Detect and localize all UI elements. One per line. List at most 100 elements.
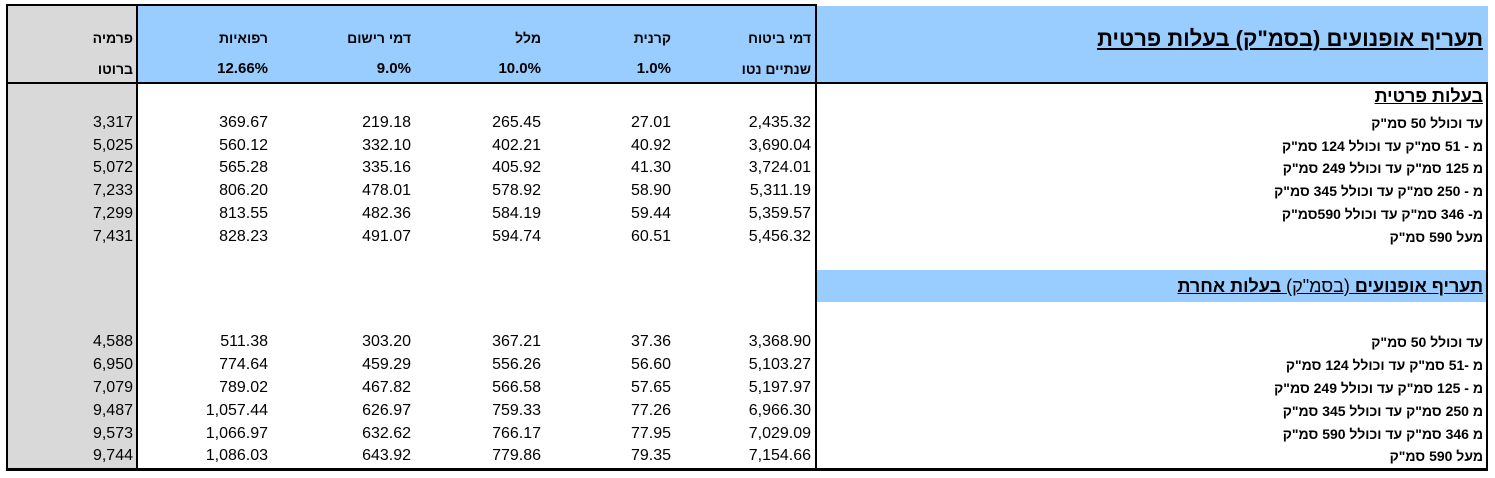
row-label: מ -51 סמ"ק עד וכולל 124 סמ"ק [1285, 357, 1483, 373]
header-keren-2: 1.0% [636, 60, 671, 77]
malal-cell: 759.33 [492, 402, 541, 419]
header-bituach-1: דמי ביטוח [748, 30, 811, 46]
premia-right-border [136, 4, 138, 470]
row-label: מ 125 סמ"ק עד וכולל 249 סמ"ק [1282, 160, 1483, 176]
header-refuot-2: 12.66% [217, 60, 268, 77]
keren-cell: 77.95 [630, 425, 671, 442]
header-premia-2: ברוטו [97, 61, 133, 77]
keren-cell: 40.92 [630, 137, 671, 154]
top-border [6, 4, 817, 6]
bituach-cell: 5,197.97 [748, 379, 811, 396]
keren-cell: 41.30 [630, 159, 671, 176]
refuot-cell: 511.38 [220, 333, 268, 350]
keren-cell: 27.01 [630, 114, 671, 131]
bituach-cell: 5,359.57 [748, 205, 811, 222]
header-malal-2: 10.0% [498, 60, 541, 77]
malal-cell: 556.26 [492, 356, 541, 373]
refuot-cell: 806.20 [219, 182, 268, 199]
premia-cell: 7,079 [92, 379, 133, 396]
table-right-border [815, 4, 817, 470]
title-other-part2: (בסמ"ק) [1286, 276, 1350, 296]
header-bottom-border [6, 82, 1488, 84]
header-rishum-1: דמי רישום [347, 30, 411, 46]
row-label: מעל 590 סמ"ק [1389, 229, 1483, 245]
row-label: מ 346 סמ"ק עד וכולל 590 סמ"ק [1282, 426, 1483, 442]
rishum-cell: 482.36 [362, 205, 411, 222]
keren-cell: 59.44 [630, 205, 671, 222]
rishum-cell: 626.97 [362, 402, 411, 419]
premia-cell: 7,431 [92, 228, 133, 245]
refuot-cell: 1,086.03 [205, 447, 268, 464]
premia-cell: 9,744 [92, 447, 133, 464]
premia-cell: 3,317 [92, 114, 133, 131]
refuot-cell: 369.67 [219, 114, 268, 131]
bituach-cell: 7,154.66 [748, 447, 811, 464]
header-keren-1: קרנית [633, 30, 671, 46]
keren-cell: 57.65 [630, 379, 671, 396]
rishum-cell: 303.20 [362, 333, 411, 350]
row-label: עד וכולל 50 סמ"ק [1371, 334, 1483, 350]
bituach-cell: 5,103.27 [748, 356, 811, 373]
malal-cell: 766.17 [492, 425, 541, 442]
premia-cell: 5,072 [92, 159, 133, 176]
header-premia-1: פרמיה [92, 30, 133, 46]
rishum-cell: 219.18 [362, 114, 411, 131]
premia-cell: 5,025 [92, 137, 133, 154]
rishum-cell: 491.07 [362, 228, 411, 245]
header-rishum-2: 9.0% [376, 60, 411, 77]
refuot-cell: 789.02 [219, 379, 268, 396]
row-label: מעל 590 סמ"ק [1389, 448, 1483, 464]
title-other: תעריף אופנועים (בסמ"ק) בעלות אחרת [1178, 276, 1483, 297]
rishum-cell: 332.10 [362, 137, 411, 154]
refuot-cell: 565.28 [219, 159, 268, 176]
row-label: מ 250 סמ"ק עד וכולל 345 סמ"ק [1282, 403, 1483, 419]
premia-cell: 7,233 [92, 182, 133, 199]
header-refuot-1: רפואיות [218, 30, 268, 46]
malal-cell: 594.74 [492, 228, 541, 245]
title-private-background [816, 6, 1488, 82]
refuot-cell: 813.55 [219, 205, 268, 222]
row-label: מ - 250 סמ"ק עד וכולל 345 סמ"ק [1274, 183, 1483, 199]
premia-cell: 7,299 [92, 205, 133, 222]
title-other-part1: תעריף אופנועים [1354, 276, 1483, 296]
malal-cell: 566.58 [492, 379, 541, 396]
malal-cell: 779.86 [492, 447, 541, 464]
bituach-cell: 3,690.04 [748, 137, 811, 154]
bituach-cell: 6,966.30 [748, 402, 811, 419]
row-label: מ- 346 סמ"ק עד וכולל 590סמ"ק [1281, 206, 1483, 222]
malal-cell: 578.92 [492, 182, 541, 199]
rishum-cell: 643.92 [362, 447, 411, 464]
bituach-cell: 3,724.01 [748, 159, 811, 176]
row-label: מ - 125 סמ"ק עד וכולל 249 סמ"ק [1274, 380, 1483, 396]
refuot-cell: 1,066.97 [205, 425, 268, 442]
keren-cell: 56.60 [630, 356, 671, 373]
title-private: תעריף אופנועים (בסמ"ק) בעלות פרטית [1097, 26, 1483, 51]
title-other-part3: בעלות אחרת [1177, 276, 1282, 296]
keren-cell: 37.36 [630, 333, 671, 350]
refuot-cell: 560.12 [219, 137, 268, 154]
bottom-border [6, 468, 1488, 471]
keren-cell: 77.26 [630, 402, 671, 419]
bituach-cell: 5,456.32 [748, 228, 811, 245]
refuot-cell: 828.23 [219, 228, 268, 245]
bituach-cell: 7,029.09 [748, 425, 811, 442]
keren-cell: 60.51 [630, 228, 671, 245]
bituach-cell: 3,368.90 [748, 333, 811, 350]
row-label: עד וכולל 50 סמ"ק [1371, 115, 1483, 131]
page-right-border [1486, 84, 1488, 470]
rishum-cell: 335.16 [362, 159, 411, 176]
malal-cell: 265.45 [492, 114, 541, 131]
rishum-cell: 478.01 [362, 182, 411, 199]
malal-cell: 405.92 [492, 159, 541, 176]
section-private-heading: בעלות פרטית [1374, 86, 1483, 106]
header-bituach-2: שנתיים נטו [741, 61, 811, 77]
keren-cell: 79.35 [630, 447, 671, 464]
header-background [138, 4, 816, 82]
rishum-cell: 467.82 [362, 379, 411, 396]
premia-cell: 6,950 [92, 356, 133, 373]
row-label: מ - 51 סמ"ק עד וכולל 124 סמ"ק [1281, 138, 1483, 154]
header-malal-1: מלל [515, 30, 541, 46]
premia-cell: 9,487 [92, 402, 133, 419]
premia-cell: 9,573 [92, 425, 133, 442]
malal-cell: 584.19 [492, 205, 541, 222]
